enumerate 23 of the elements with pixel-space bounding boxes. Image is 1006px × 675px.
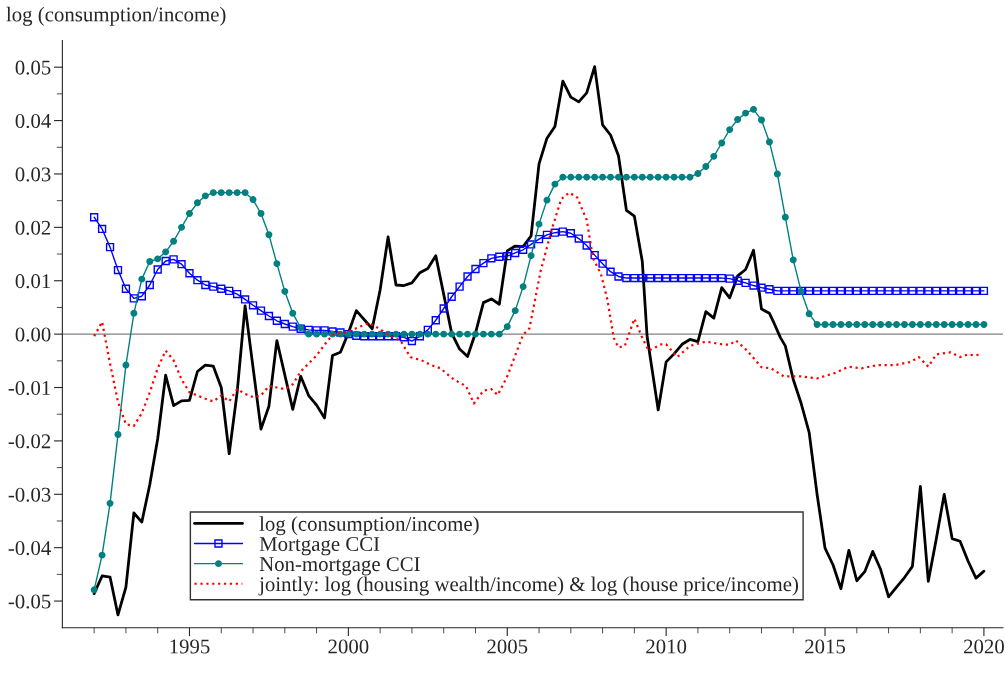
legend-label: jointly: log (housing wealth/income) & log (house price/income) (258, 576, 799, 596)
x-tick-label: 2015 (805, 639, 846, 654)
y-tick-label: -0.04 (8, 541, 51, 556)
legend-label: log (consumption/income) (259, 516, 479, 536)
x-tick-label: 2005 (487, 639, 528, 654)
y-tick-label: 0.03 (15, 167, 51, 182)
x-tick-label: 2020 (964, 639, 1004, 654)
legend-label: Non-mortgage CCI (259, 557, 420, 576)
y-tick-label: -0.02 (8, 434, 51, 449)
x-tick-label: 2000 (328, 639, 369, 654)
y-tick-label: -0.05 (8, 594, 51, 609)
x-tick-label: 1995 (170, 639, 210, 654)
y-tick-label: 0.00 (15, 327, 51, 342)
y-tick-label: 0.05 (15, 60, 51, 75)
y-tick-label: 0.01 (15, 274, 51, 289)
x-tick-label: 2010 (646, 639, 687, 654)
y-tick-label: -0.01 (8, 380, 51, 396)
y-tick-label: -0.03 (8, 487, 51, 502)
y-tick-label: 0.02 (15, 220, 51, 235)
y-axis-title: log (consumption/income) (6, 6, 226, 26)
legend-label: Mortgage CCI (259, 537, 380, 556)
y-tick-label: 0.04 (15, 113, 51, 129)
line-series (93, 191, 982, 428)
